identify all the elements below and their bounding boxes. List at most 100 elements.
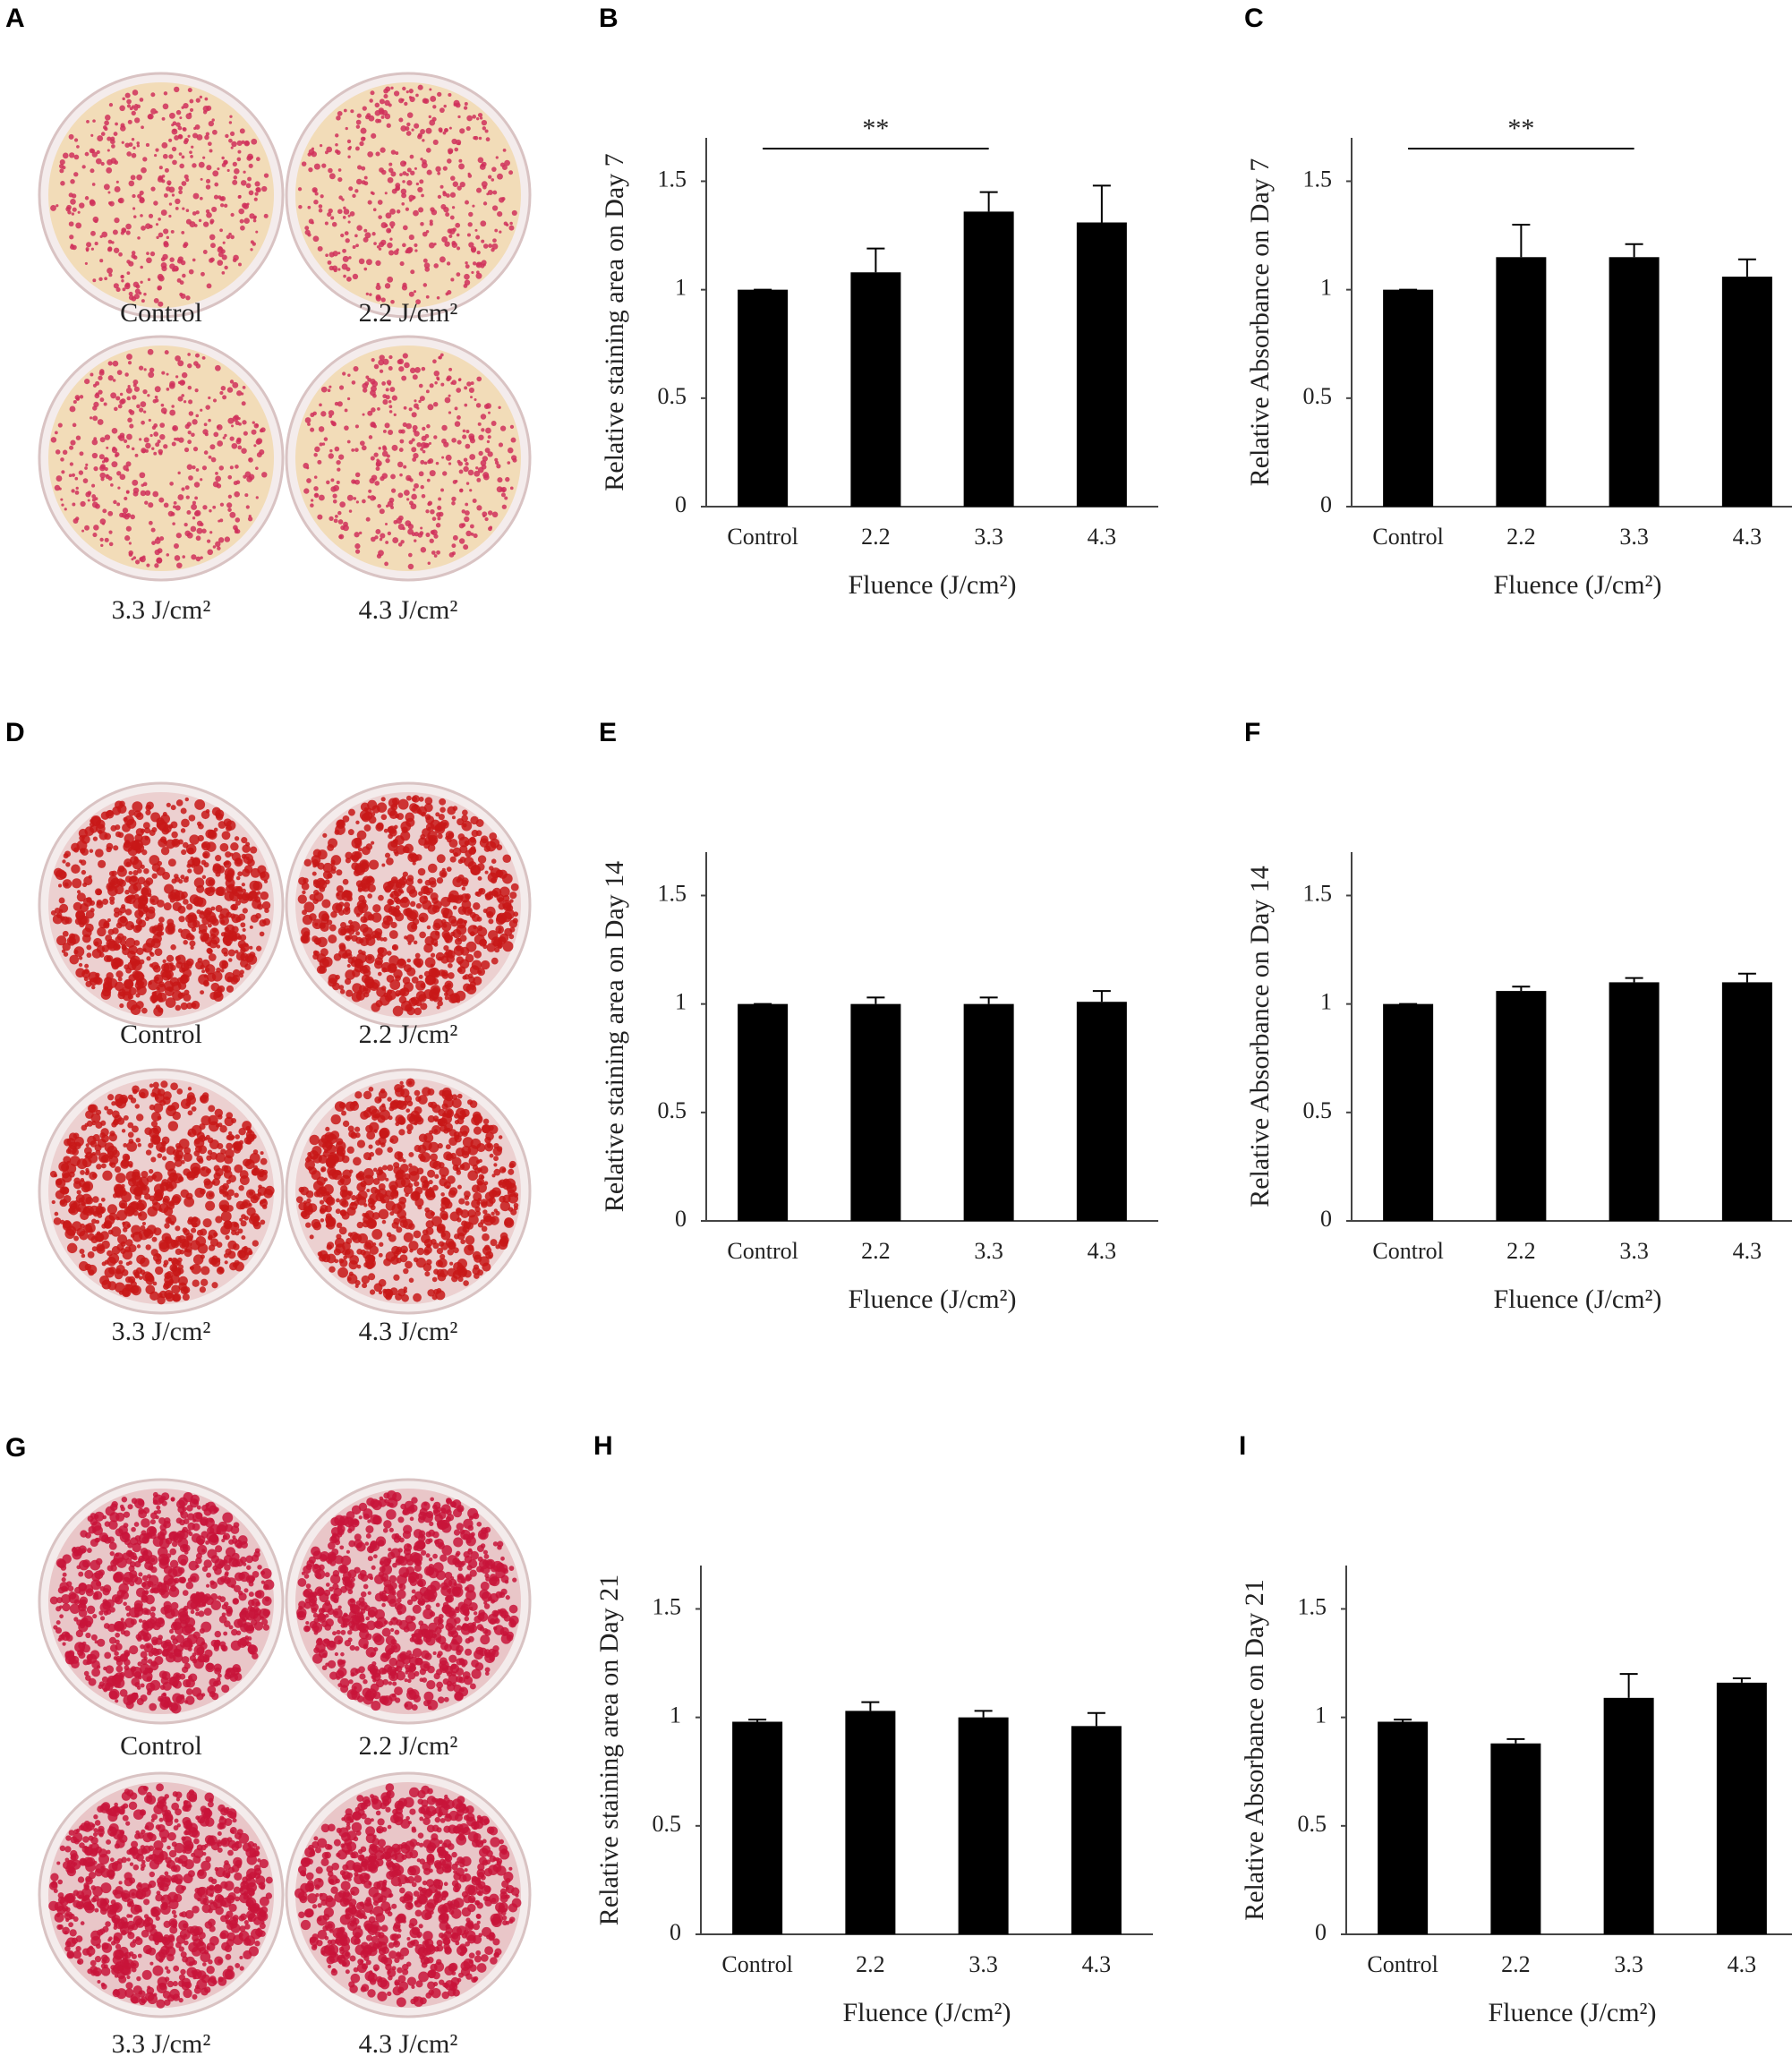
stain-dot bbox=[182, 1293, 190, 1301]
stain-dot bbox=[371, 912, 382, 923]
stain-dot bbox=[458, 378, 462, 381]
stain-dot bbox=[345, 238, 350, 243]
stain-dot bbox=[405, 250, 409, 254]
stain-dot bbox=[462, 434, 467, 439]
stain-dot bbox=[192, 516, 196, 520]
stain-dot bbox=[140, 1224, 146, 1231]
stain-dot bbox=[116, 471, 122, 476]
stain-dot bbox=[405, 422, 412, 430]
stain-dot bbox=[234, 858, 243, 867]
stain-dot bbox=[313, 189, 317, 192]
stain-dot bbox=[131, 447, 135, 451]
stain-dot bbox=[237, 149, 242, 154]
stain-dot bbox=[86, 119, 90, 124]
stain-dot bbox=[509, 424, 515, 430]
stain-dot bbox=[184, 797, 189, 802]
stain-dot bbox=[137, 1142, 142, 1148]
stain-dot bbox=[170, 1601, 179, 1610]
stain-dot bbox=[511, 209, 517, 216]
stain-dot bbox=[474, 1273, 480, 1279]
stain-dot bbox=[171, 405, 175, 408]
stain-dot bbox=[440, 203, 447, 209]
stain-dot bbox=[377, 295, 381, 300]
stain-dot bbox=[313, 892, 324, 902]
stain-dot bbox=[470, 865, 481, 875]
stain-dot bbox=[160, 209, 167, 216]
stain-dot bbox=[151, 447, 155, 450]
stain-dot bbox=[147, 348, 154, 355]
stain-dot bbox=[92, 278, 97, 283]
stain-dot bbox=[114, 1270, 124, 1280]
stain-dot bbox=[467, 469, 474, 476]
stain-dot bbox=[338, 1102, 346, 1109]
stain-dot bbox=[63, 951, 69, 957]
stain-dot bbox=[370, 90, 375, 96]
stain-dot bbox=[263, 213, 269, 218]
stain-dot bbox=[403, 964, 412, 973]
stain-dot bbox=[139, 557, 144, 562]
stain-dot bbox=[477, 466, 484, 474]
stain-dot bbox=[247, 153, 253, 160]
stain-dot bbox=[463, 465, 469, 473]
stain-dot bbox=[361, 180, 366, 185]
stain-dot bbox=[446, 866, 452, 872]
stain-dot bbox=[443, 1198, 451, 1206]
stain-dot bbox=[378, 215, 382, 219]
stain-dot bbox=[472, 261, 477, 266]
stain-dot bbox=[122, 228, 126, 234]
stain-dot bbox=[203, 980, 209, 987]
stain-dot bbox=[112, 379, 116, 382]
stain-dot bbox=[330, 478, 335, 482]
stain-dot bbox=[449, 215, 455, 220]
stain-dot bbox=[338, 534, 343, 539]
stain-dot bbox=[138, 1276, 143, 1280]
stain-dot bbox=[188, 399, 193, 405]
stain-dot bbox=[93, 1591, 98, 1598]
stain-dot bbox=[149, 1702, 158, 1711]
stain-dot bbox=[329, 385, 332, 388]
stain-dot bbox=[406, 180, 413, 186]
stain-dot bbox=[333, 1248, 341, 1256]
stain-dot bbox=[370, 389, 376, 397]
stain-dot bbox=[247, 176, 252, 182]
stain-dot bbox=[355, 243, 359, 248]
stain-dot bbox=[98, 375, 103, 380]
stain-dot bbox=[115, 958, 124, 968]
stain-dot bbox=[411, 412, 417, 418]
stain-dot bbox=[160, 814, 171, 824]
stain-dot bbox=[162, 103, 169, 110]
stain-dot bbox=[485, 1199, 494, 1207]
stain-dot bbox=[177, 1257, 183, 1263]
stain-dot bbox=[404, 362, 410, 369]
stain-dot bbox=[81, 1253, 86, 1259]
stain-dot bbox=[212, 481, 219, 488]
stain-dot bbox=[405, 1078, 415, 1088]
stain-dot bbox=[376, 245, 380, 249]
stain-dot bbox=[139, 438, 142, 441]
stain-dot bbox=[386, 951, 392, 956]
stain-dot bbox=[244, 1159, 255, 1170]
stain-dot bbox=[109, 1550, 115, 1557]
stain-dot bbox=[402, 86, 406, 91]
stain-dot bbox=[103, 457, 108, 462]
stain-dot bbox=[248, 190, 254, 196]
stain-dot bbox=[414, 166, 417, 170]
stain-dot bbox=[210, 457, 217, 463]
stain-dot bbox=[243, 1216, 249, 1221]
stain-dot bbox=[107, 149, 110, 152]
stain-dot bbox=[444, 397, 451, 404]
stain-dot bbox=[216, 424, 223, 431]
stain-dot bbox=[396, 1226, 403, 1233]
stain-dot bbox=[60, 1199, 65, 1206]
stain-dot bbox=[209, 1152, 218, 1160]
stain-dot bbox=[410, 269, 415, 275]
stain-dot bbox=[187, 353, 191, 356]
stain-dot bbox=[65, 862, 71, 867]
stain-dot bbox=[407, 852, 418, 863]
stain-dot bbox=[437, 1272, 447, 1282]
stain-dot bbox=[375, 285, 381, 291]
stain-dot bbox=[245, 183, 252, 189]
stain-dot bbox=[439, 1253, 446, 1260]
stain-dot bbox=[153, 423, 158, 428]
stain-dot bbox=[151, 1236, 158, 1242]
